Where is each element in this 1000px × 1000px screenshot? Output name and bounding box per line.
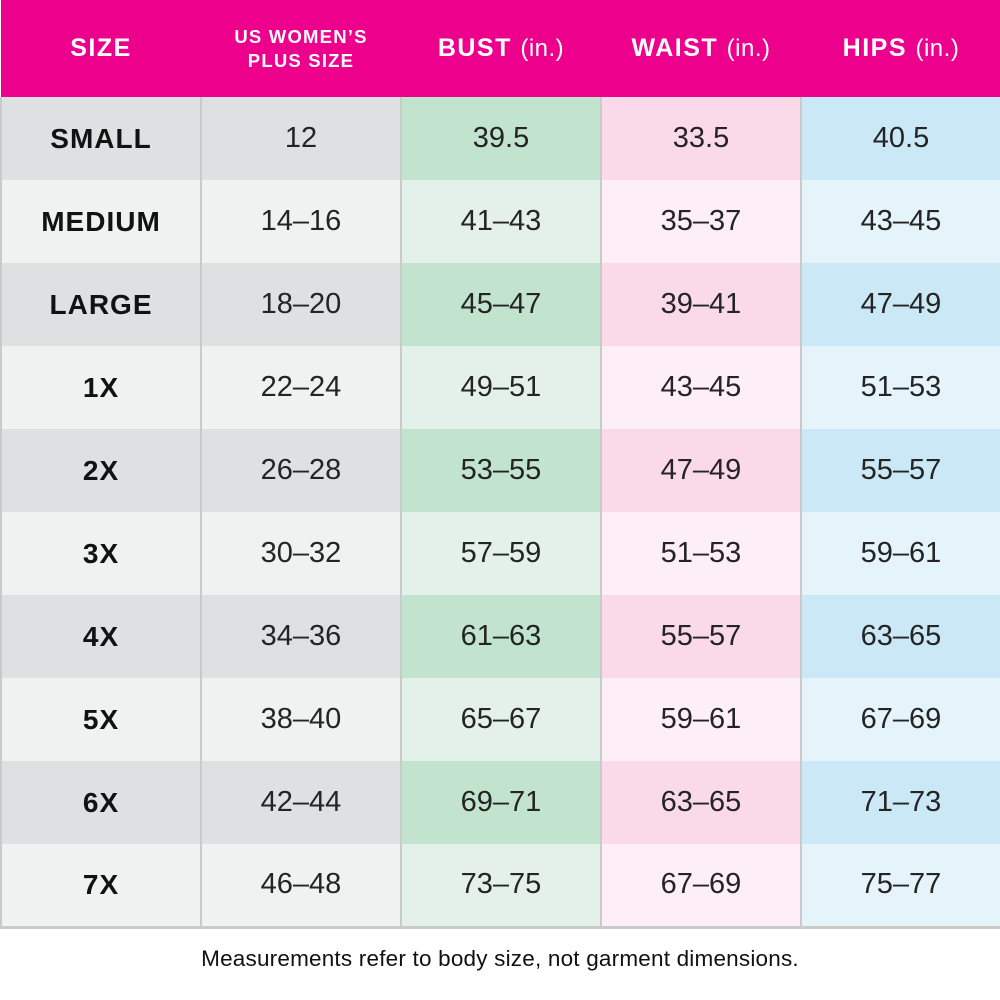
cell-size: 6X [0,761,201,844]
cell-waist: 63–65 [600,761,801,844]
hips-header-label: HIPS [842,34,908,62]
cell-plus: 46–48 [200,844,401,929]
bust-header-unit: (in.) [520,35,565,62]
cell-plus: 22–24 [200,346,401,429]
col-header-bust: BUST (in.) [401,0,601,97]
cell-plus: 34–36 [200,595,401,678]
cell-size: 3X [0,512,201,595]
table-row: 1X 22–24 49–51 43–45 51–53 [0,346,1000,429]
cell-waist: 35–37 [600,180,801,263]
cell-waist: 47–49 [600,429,801,512]
cell-bust: 69–71 [400,761,601,844]
cell-bust: 49–51 [400,346,601,429]
table-header: SIZE US WOMEN’S PLUS SIZE BUST (in.) WAI… [1,0,1000,97]
cell-plus: 14–16 [200,180,401,263]
cell-waist: 67–69 [600,844,801,929]
cell-size: 4X [0,595,201,678]
cell-hips: 75–77 [800,844,1000,929]
cell-bust: 73–75 [400,844,601,929]
cell-waist: 51–53 [600,512,801,595]
cell-hips: 51–53 [800,346,1000,429]
table-row: 2X 26–28 53–55 47–49 55–57 [0,429,1000,512]
cell-bust: 39.5 [400,97,601,180]
plus-size-header-line2: PLUS SIZE [247,49,355,71]
table-body: SMALL 12 39.5 33.5 40.5 MEDIUM 14–16 41–43 35–37… [0,97,1000,929]
size-header-label: SIZE [70,34,132,62]
cell-hips: 63–65 [800,595,1000,678]
table-row: 5X 38–40 65–67 59–61 67–69 [0,678,1000,761]
cell-size: 5X [0,678,201,761]
cell-hips: 71–73 [800,761,1000,844]
table-row: 4X 34–36 61–63 55–57 63–65 [0,595,1000,678]
header-row: SIZE US WOMEN’S PLUS SIZE BUST (in.) WAI… [1,0,1000,97]
cell-size: 1X [0,346,201,429]
col-header-waist: WAIST (in.) [601,0,801,97]
cell-waist: 59–61 [600,678,801,761]
cell-waist: 43–45 [600,346,801,429]
table-row: SMALL 12 39.5 33.5 40.5 [0,97,1000,180]
cell-waist: 33.5 [600,97,801,180]
cell-waist: 39–41 [600,263,801,346]
cell-bust: 45–47 [400,263,601,346]
cell-plus: 26–28 [200,429,401,512]
waist-header-label: WAIST [631,34,719,62]
cell-plus: 18–20 [200,263,401,346]
cell-hips: 47–49 [800,263,1000,346]
bust-header-label: BUST [437,34,512,62]
cell-hips: 59–61 [800,512,1000,595]
cell-bust: 65–67 [400,678,601,761]
table-row: MEDIUM 14–16 41–43 35–37 43–45 [0,180,1000,263]
cell-hips: 40.5 [800,97,1000,180]
col-header-plus-size: US WOMEN’S PLUS SIZE [201,0,401,97]
plus-size-header-line1: US WOMEN’S [234,26,368,48]
cell-bust: 41–43 [400,180,601,263]
footnote: Measurements refer to body size, not gar… [201,945,799,971]
cell-plus: 30–32 [200,512,401,595]
cell-size: 2X [0,429,201,512]
cell-plus: 38–40 [200,678,401,761]
cell-hips: 67–69 [800,678,1000,761]
cell-hips: 43–45 [800,180,1000,263]
cell-bust: 57–59 [400,512,601,595]
cell-waist: 55–57 [600,595,801,678]
cell-plus: 42–44 [200,761,401,844]
table-row: 3X 30–32 57–59 51–53 59–61 [0,512,1000,595]
waist-header-unit: (in.) [726,35,771,62]
cell-bust: 61–63 [400,595,601,678]
table-row: LARGE 18–20 45–47 39–41 47–49 [0,263,1000,346]
cell-size: 7X [0,844,201,929]
cell-size: MEDIUM [0,180,201,263]
cell-hips: 55–57 [800,429,1000,512]
size-chart-table: SIZE US WOMEN’S PLUS SIZE BUST (in.) WAI… [0,0,1000,929]
cell-size: LARGE [0,263,201,346]
cell-bust: 53–55 [400,429,601,512]
table-row: 7X 46–48 73–75 67–69 75–77 [0,844,1000,929]
table-row: 6X 42–44 69–71 63–65 71–73 [0,761,1000,844]
col-header-hips: HIPS (in.) [801,0,1000,97]
col-header-size: SIZE [1,0,201,97]
cell-plus: 12 [200,97,401,180]
hips-header-unit: (in.) [915,35,960,62]
cell-size: SMALL [0,97,201,180]
